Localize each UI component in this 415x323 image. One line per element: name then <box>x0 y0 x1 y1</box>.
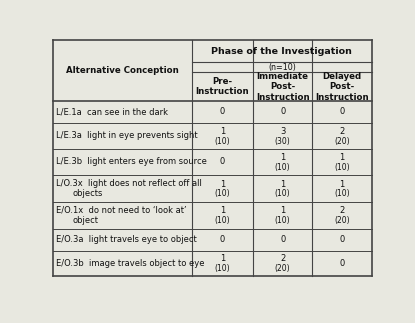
Text: 1: 1 <box>280 206 285 215</box>
Text: (10): (10) <box>215 264 230 273</box>
Text: object: object <box>73 216 99 225</box>
Text: (20): (20) <box>334 137 350 146</box>
Text: (20): (20) <box>334 216 350 225</box>
Text: (n=10): (n=10) <box>268 63 296 72</box>
Text: 0: 0 <box>339 259 345 267</box>
Text: Delayed
Post-
Instruction: Delayed Post- Instruction <box>315 72 369 101</box>
Text: Pre-
Instruction: Pre- Instruction <box>195 77 249 96</box>
Text: 0: 0 <box>339 235 345 244</box>
Text: 1: 1 <box>220 180 225 189</box>
Text: (10): (10) <box>275 190 290 198</box>
Text: L/E.1a  can see in the dark: L/E.1a can see in the dark <box>56 107 168 116</box>
Text: L/E.3a  light in eye prevents sight: L/E.3a light in eye prevents sight <box>56 131 198 141</box>
Text: (10): (10) <box>334 163 350 172</box>
Text: (20): (20) <box>275 264 290 273</box>
Text: 1: 1 <box>220 254 225 263</box>
Text: Alternative Conception: Alternative Conception <box>66 66 179 75</box>
Text: 1: 1 <box>220 127 225 136</box>
Text: 0: 0 <box>339 107 345 116</box>
Text: (30): (30) <box>275 137 290 146</box>
Text: 1: 1 <box>280 180 285 189</box>
Text: 1: 1 <box>339 153 345 162</box>
Text: 3: 3 <box>280 127 286 136</box>
Text: (10): (10) <box>275 163 290 172</box>
Text: (10): (10) <box>275 216 290 225</box>
Text: Phase of the Investigation: Phase of the Investigation <box>211 47 352 56</box>
Text: 2: 2 <box>280 254 285 263</box>
Text: 1: 1 <box>280 153 285 162</box>
Text: E/O.1x  do not need to ‘look at’: E/O.1x do not need to ‘look at’ <box>56 205 187 214</box>
Text: 1: 1 <box>339 180 345 189</box>
Text: (10): (10) <box>334 190 350 198</box>
Text: 0: 0 <box>280 107 285 116</box>
Text: 2: 2 <box>339 127 345 136</box>
Text: 0: 0 <box>220 235 225 244</box>
Text: 0: 0 <box>220 107 225 116</box>
Text: 0: 0 <box>220 158 225 166</box>
Text: 2: 2 <box>339 206 345 215</box>
Text: E/O.3b  image travels object to eye: E/O.3b image travels object to eye <box>56 259 205 267</box>
Text: (10): (10) <box>215 137 230 146</box>
Text: L/O.3x  light does not reflect off all: L/O.3x light does not reflect off all <box>56 179 202 188</box>
Text: 0: 0 <box>280 235 285 244</box>
Text: E/O.3a  light travels eye to object: E/O.3a light travels eye to object <box>56 235 197 244</box>
Text: objects: objects <box>73 190 103 198</box>
Text: 1: 1 <box>220 206 225 215</box>
Text: (10): (10) <box>215 216 230 225</box>
Text: (10): (10) <box>215 190 230 198</box>
Text: L/E.3b  light enters eye from source: L/E.3b light enters eye from source <box>56 158 207 166</box>
Text: Immediate
Post-
Instruction: Immediate Post- Instruction <box>256 72 310 101</box>
